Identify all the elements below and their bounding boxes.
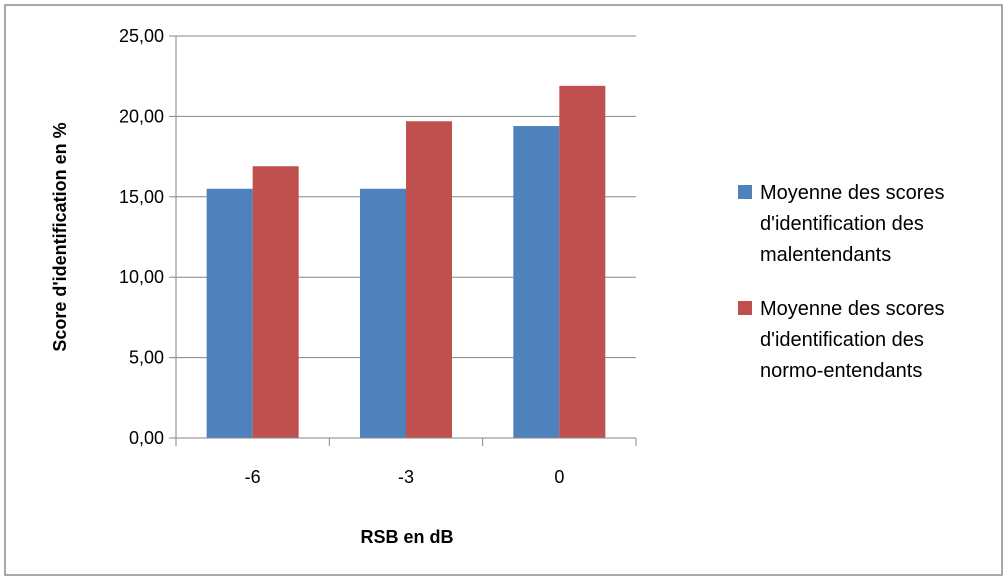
legend-label: normo-entendants [760, 360, 922, 382]
bars [206, 85, 606, 439]
y-tick-label: 10,00 [119, 267, 164, 287]
x-tick-label: 0 [554, 467, 564, 487]
bar [559, 85, 606, 439]
y-axis-title: Score d'identification en % [50, 122, 70, 351]
bar [360, 188, 406, 438]
legend: Moyenne des scores d'identification des ma… [738, 182, 945, 382]
axes: 0,00 5,00 10,00 15,00 20,00 25,00 -6 -3 0 [119, 26, 637, 487]
x-tick-label: -6 [245, 467, 261, 487]
x-axis-title: RSB en dB [360, 527, 453, 547]
bar [406, 121, 452, 438]
x-tick-label: -3 [398, 467, 414, 487]
legend-label: d'identification des [760, 213, 924, 235]
chart-border [4, 4, 1003, 576]
legend-swatch [738, 301, 752, 315]
legend-swatch [738, 185, 752, 199]
legend-label: Moyenne des scores [760, 182, 945, 204]
bar [513, 126, 560, 438]
legend-label: d'identification des [760, 329, 924, 351]
y-tick-label: 25,00 [119, 26, 164, 46]
legend-label: malentendants [760, 244, 891, 266]
y-tick-label: 5,00 [129, 348, 164, 368]
legend-label: Moyenne des scores [760, 298, 945, 320]
y-tick-label: 0,00 [129, 428, 164, 448]
bar [252, 166, 299, 439]
y-tick-label: 15,00 [119, 187, 164, 207]
y-tick-label: 20,00 [119, 106, 164, 126]
bar [206, 188, 253, 438]
